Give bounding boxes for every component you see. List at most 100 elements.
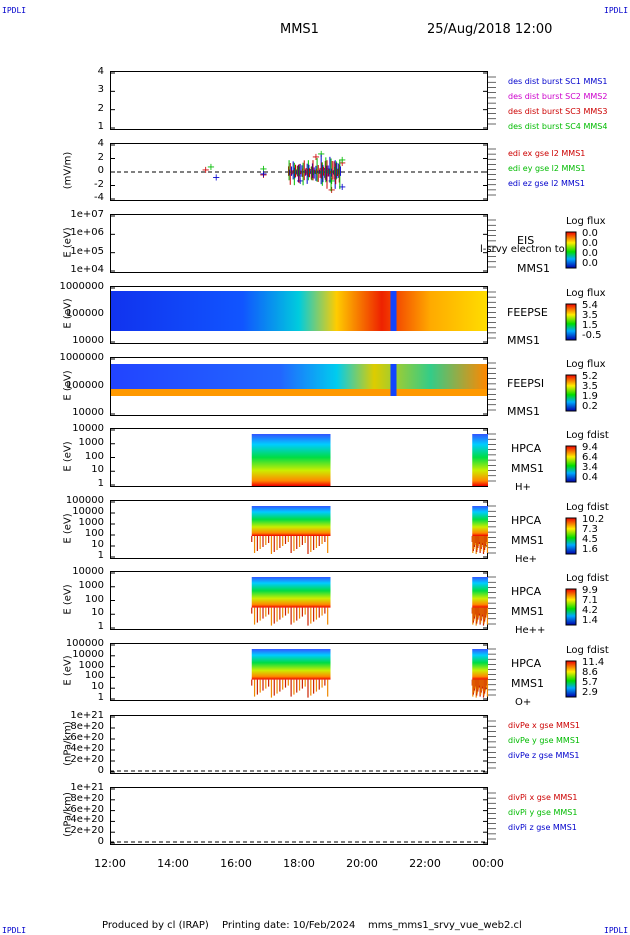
y-tick-label: 1 — [97, 550, 104, 561]
y-tick-label: 10000 — [72, 423, 104, 434]
edi-point: + — [338, 182, 346, 193]
y-tick-label: 2 — [97, 151, 104, 163]
y-tick-label: 10000 — [72, 566, 104, 577]
instrument-label: O+ — [515, 697, 532, 708]
y-tick-label: 4 — [97, 66, 104, 77]
y-tick-label: 10000 — [72, 335, 104, 346]
hpca-spectrogram — [472, 649, 488, 680]
corner-label-bl: IPDLI — [2, 926, 27, 935]
y-tick-label: 100 — [84, 450, 104, 462]
y-tick-label: 1e+05 — [70, 245, 104, 257]
mission-title: MMS1 — [280, 22, 319, 37]
hpca-spectrogram — [472, 434, 488, 486]
instrument-label: HPCA — [511, 585, 542, 598]
y-tick-label: 1 — [97, 621, 104, 632]
series-label: divPi y gse MMS1 — [508, 808, 578, 817]
series-label: divPi x gse MMS1 — [508, 793, 578, 802]
y-tick-label: 1e+04 — [70, 264, 104, 275]
overlay-label: l-srvy electron to — [480, 244, 565, 255]
y-tick-label: 100000 — [65, 308, 104, 319]
series-label: des dist burst SC2 MMS2 — [508, 92, 608, 101]
y-tick-label: 1 — [97, 692, 104, 703]
series-label: des dist burst SC1 MMS1 — [508, 77, 608, 86]
y-tick-label: 10 — [91, 539, 104, 550]
y-tick-label: 1e+21 — [70, 782, 104, 793]
colorbar-value: 8.6 — [582, 667, 598, 678]
x-tick-label: 12:00 — [94, 857, 126, 870]
y-tick-label: 0 — [97, 165, 104, 176]
colorbar — [565, 374, 577, 412]
series-label: edi ex gse l2 MMS1 — [508, 149, 586, 158]
feepse-gap — [390, 291, 397, 331]
panel-frame-eis — [110, 214, 488, 273]
colorbar-value: 7.1 — [582, 595, 598, 606]
edi-point: + — [259, 164, 267, 175]
colorbar — [565, 588, 577, 626]
edi-point: + — [202, 165, 210, 176]
colorbar — [565, 517, 577, 555]
hpca-spectrogram — [251, 506, 331, 536]
y-tick-label: 4e+20 — [70, 743, 104, 754]
colorbar-value: 7.3 — [582, 524, 598, 535]
y-tick-label: 1e+06 — [70, 227, 104, 239]
panel-frame-dist — [110, 71, 488, 130]
hpca-spectrogram — [251, 649, 331, 680]
colorbar-value: 10.2 — [582, 514, 605, 525]
colorbar — [565, 445, 577, 483]
instrument-label: HPCA — [511, 657, 542, 670]
panel-frame-divpe — [110, 715, 488, 774]
y-tick-label: 2 — [97, 102, 104, 114]
y-tick-label: 2e+20 — [70, 754, 104, 765]
y-tick-label: 100000 — [65, 495, 104, 506]
series-label: divPe y gse MMS1 — [508, 736, 580, 745]
footer-printing-date: Printing date: 10/Feb/2024 — [222, 920, 356, 931]
colorbar-value: 11.4 — [582, 657, 605, 668]
colorbar-value: 4.2 — [582, 605, 598, 616]
hpca-spectrogram — [472, 506, 488, 536]
corner-label-tr: IPDLI — [604, 6, 629, 15]
panel-frame-divpi — [110, 787, 488, 845]
instrument-label: HPCA — [511, 514, 542, 527]
instrument-label: MMS1 — [511, 462, 544, 475]
y-tick-label: 1000 — [78, 659, 104, 671]
edi-point: + — [328, 185, 336, 196]
feepsi-gap — [390, 364, 397, 396]
colorbar — [565, 231, 577, 269]
instrument-label: He++ — [515, 625, 546, 636]
colorbar-value: 3.5 — [582, 381, 598, 392]
edi-point: + — [338, 158, 346, 169]
colorbar-value: 0.2 — [582, 401, 598, 412]
colorbar-title: Log flux — [566, 288, 606, 299]
y-tick-label: 3 — [97, 84, 104, 96]
y-tick-label: 8e+20 — [70, 721, 104, 732]
instrument-label: EIS — [517, 234, 535, 247]
y-tick-label: 1 — [97, 478, 104, 489]
y-tick-label: 1000 — [78, 579, 104, 591]
colorbar-value: 5.7 — [582, 677, 598, 688]
y-tick-label: 0 — [97, 836, 104, 847]
y-tick-label: 10 — [91, 681, 104, 693]
y-tick-label: -2 — [94, 178, 104, 190]
date-title: 25/Aug/2018 12:00 — [427, 22, 553, 37]
x-tick-label: 20:00 — [346, 857, 378, 870]
edi-point: + — [259, 169, 267, 180]
series-label: des dist burst SC4 MMS4 — [508, 122, 608, 131]
y-tick-label: 2e+20 — [70, 825, 104, 837]
edi-point: + — [207, 162, 215, 173]
y-tick-label: 4e+20 — [70, 814, 104, 826]
colorbar-value: 0.0 — [582, 248, 598, 259]
y-tick-label: 1e+07 — [70, 209, 104, 220]
series-label: edi ez gse l2 MMS1 — [508, 179, 585, 188]
colorbar-value: 2.9 — [582, 687, 598, 698]
y-tick-label: 100 — [84, 593, 104, 605]
colorbar-value: 3.4 — [582, 462, 598, 473]
instrument-label: MMS1 — [511, 534, 544, 547]
series-label: des dist burst SC3 MMS3 — [508, 107, 608, 116]
footer-produced: Produced by cl (IRAP) — [102, 920, 209, 931]
corner-label-tl: IPDLI — [2, 6, 27, 15]
edi-point: + — [259, 170, 267, 181]
colorbar-value: 5.4 — [582, 300, 598, 311]
colorbar-value: -0.5 — [582, 330, 602, 341]
hpca-spectrogram — [472, 577, 488, 608]
